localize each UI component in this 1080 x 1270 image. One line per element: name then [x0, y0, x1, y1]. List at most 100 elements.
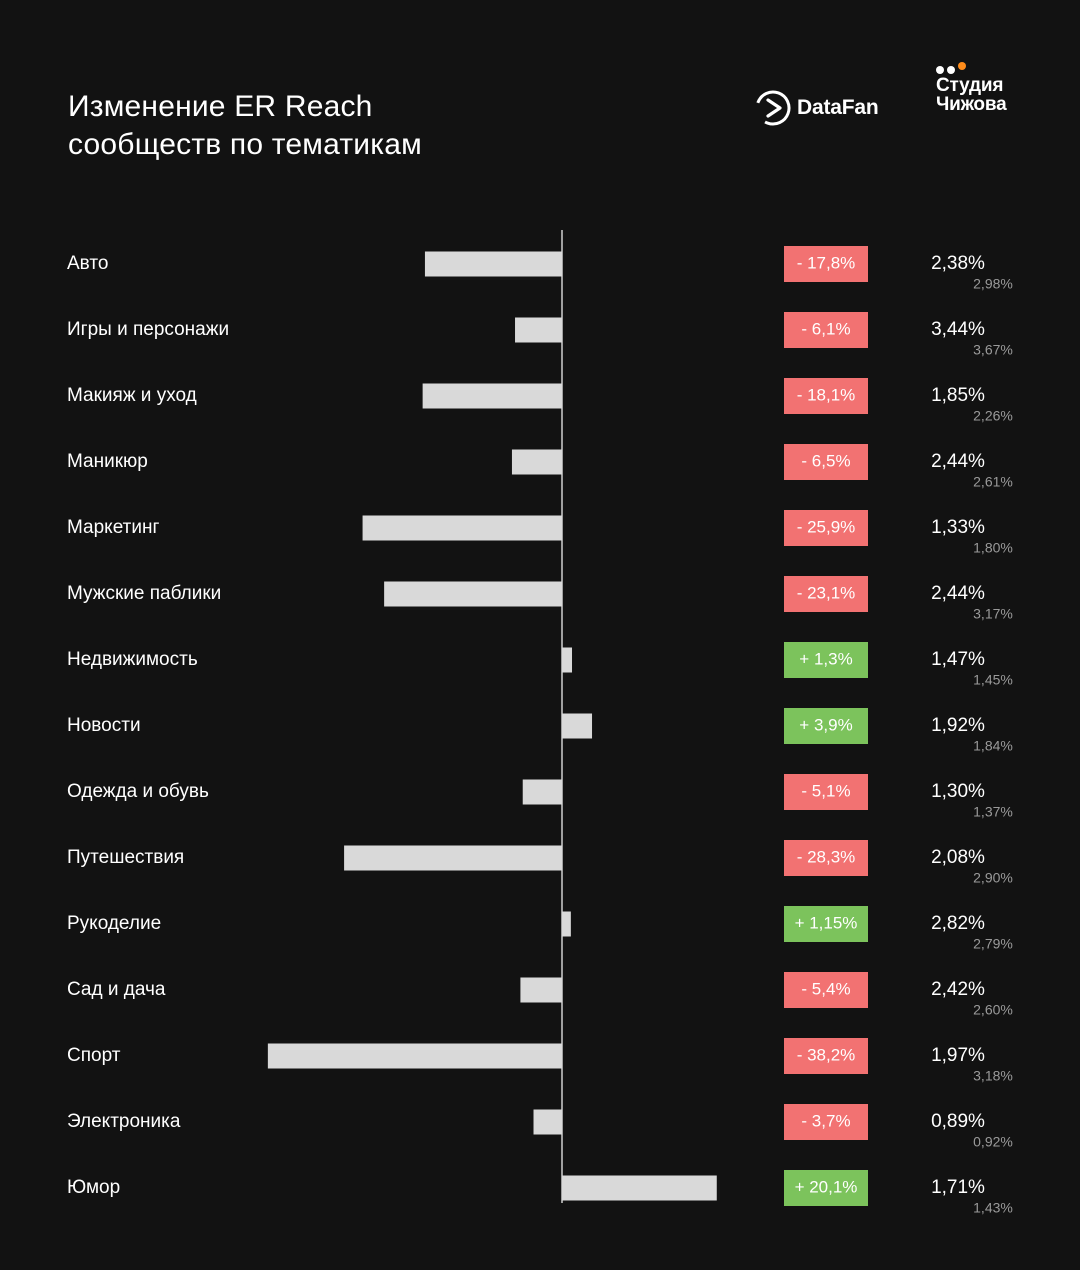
studio-chizhova-logo: Студия Чижова: [936, 62, 1007, 115]
current-er-value: 2,44%: [931, 451, 985, 472]
bar: [562, 911, 571, 937]
change-badge: [784, 642, 868, 678]
category-label: Одежда и обувь: [67, 781, 209, 802]
current-er-value: 1,30%: [931, 781, 985, 802]
change-label: + 3,9%: [799, 715, 852, 734]
title-line-1: Изменение ER Reach: [68, 90, 373, 123]
chart-title: Изменение ER Reach сообществ по тематика…: [68, 88, 422, 164]
category-label: Сад и дача: [67, 979, 166, 1000]
current-er-value: 1,71%: [931, 1177, 985, 1198]
bar: [362, 515, 562, 541]
previous-er-value: 2,60%: [973, 1002, 1013, 1018]
change-label: + 20,1%: [795, 1177, 858, 1196]
bar: [520, 977, 562, 1003]
previous-er-value: 2,26%: [973, 408, 1013, 424]
category-label: Маникюр: [67, 451, 148, 472]
change-label: - 6,5%: [801, 451, 850, 470]
bar: [562, 647, 573, 673]
bar: [562, 713, 593, 739]
previous-er-value: 2,98%: [973, 276, 1013, 292]
change-label: - 18,1%: [797, 385, 856, 404]
datafan-wordmark: DataFan: [797, 96, 879, 119]
change-badge: [784, 378, 868, 414]
change-badge: [784, 576, 868, 612]
change-badge: [784, 510, 868, 546]
change-label: - 28,3%: [797, 847, 856, 866]
category-label: Макияж и уход: [67, 385, 197, 406]
previous-er-value: 1,45%: [973, 672, 1013, 688]
category-label: Рукоделие: [67, 913, 161, 934]
category-label: Юмор: [67, 1177, 120, 1198]
current-er-value: 2,08%: [931, 847, 985, 868]
bar: [515, 317, 562, 343]
previous-er-value: 3,17%: [973, 606, 1013, 622]
change-label: - 23,1%: [797, 583, 856, 602]
previous-er-value: 1,84%: [973, 738, 1013, 754]
change-badge: [784, 246, 868, 282]
bar: [533, 1109, 562, 1135]
current-er-value: 1,97%: [931, 1045, 985, 1066]
studio-name-line-2: Чижова: [936, 94, 1007, 115]
previous-er-value: 1,37%: [973, 804, 1013, 820]
previous-er-value: 2,90%: [973, 870, 1013, 886]
change-badge: [784, 708, 868, 744]
category-label: Новости: [67, 715, 141, 736]
change-label: + 1,3%: [799, 649, 852, 668]
category-label: Маркетинг: [67, 517, 159, 538]
change-badge: [784, 840, 868, 876]
current-er-value: 2,38%: [931, 253, 985, 274]
change-badge: [784, 774, 868, 810]
current-er-value: 1,85%: [931, 385, 985, 406]
change-badge: [784, 972, 868, 1008]
category-label: Спорт: [67, 1045, 121, 1066]
bar: [344, 845, 562, 871]
bar: [522, 779, 562, 805]
change-label: - 25,9%: [797, 517, 856, 536]
bar: [267, 1043, 562, 1069]
current-er-value: 0,89%: [931, 1111, 985, 1132]
previous-er-value: 1,43%: [973, 1200, 1013, 1216]
previous-er-value: 2,61%: [973, 474, 1013, 490]
category-label: Недвижимость: [67, 649, 198, 670]
bar: [562, 1175, 717, 1201]
current-er-value: 2,44%: [931, 583, 985, 604]
bar: [424, 251, 562, 277]
change-label: + 1,15%: [795, 913, 858, 932]
change-badge: [784, 312, 868, 348]
current-er-value: 1,47%: [931, 649, 985, 670]
previous-er-value: 2,79%: [973, 936, 1013, 952]
category-label: Авто: [67, 253, 108, 274]
bar: [384, 581, 562, 607]
change-label: - 5,4%: [801, 979, 850, 998]
change-label: - 3,7%: [801, 1111, 850, 1130]
change-badge: [784, 1038, 868, 1074]
change-badge: [784, 1170, 868, 1206]
studio-name-line-1: Студия: [936, 75, 1004, 96]
previous-er-value: 1,80%: [973, 540, 1013, 556]
change-label: - 5,1%: [801, 781, 850, 800]
current-er-value: 2,42%: [931, 979, 985, 1000]
category-label: Путешествия: [67, 847, 184, 868]
change-badge: [784, 444, 868, 480]
datafan-play-icon: [755, 90, 791, 126]
change-label: - 17,8%: [797, 253, 856, 272]
change-label: - 38,2%: [797, 1045, 856, 1064]
change-label: - 6,1%: [801, 319, 850, 338]
category-label: Игры и персонажи: [67, 319, 229, 340]
previous-er-value: 3,67%: [973, 342, 1013, 358]
studio-dots-icon: [936, 62, 1006, 76]
datafan-logo: DataFan: [754, 88, 879, 128]
category-label: Электроника: [67, 1111, 181, 1132]
previous-er-value: 3,18%: [973, 1068, 1013, 1084]
current-er-value: 2,82%: [931, 913, 985, 934]
bar: [511, 449, 562, 475]
current-er-value: 3,44%: [931, 319, 985, 340]
title-line-2: сообществ по тематикам: [68, 128, 422, 161]
current-er-value: 1,92%: [931, 715, 985, 736]
current-er-value: 1,33%: [931, 517, 985, 538]
previous-er-value: 0,92%: [973, 1134, 1013, 1150]
change-badge: [784, 1104, 868, 1140]
bar: [422, 383, 562, 409]
category-label: Мужские паблики: [67, 583, 221, 604]
